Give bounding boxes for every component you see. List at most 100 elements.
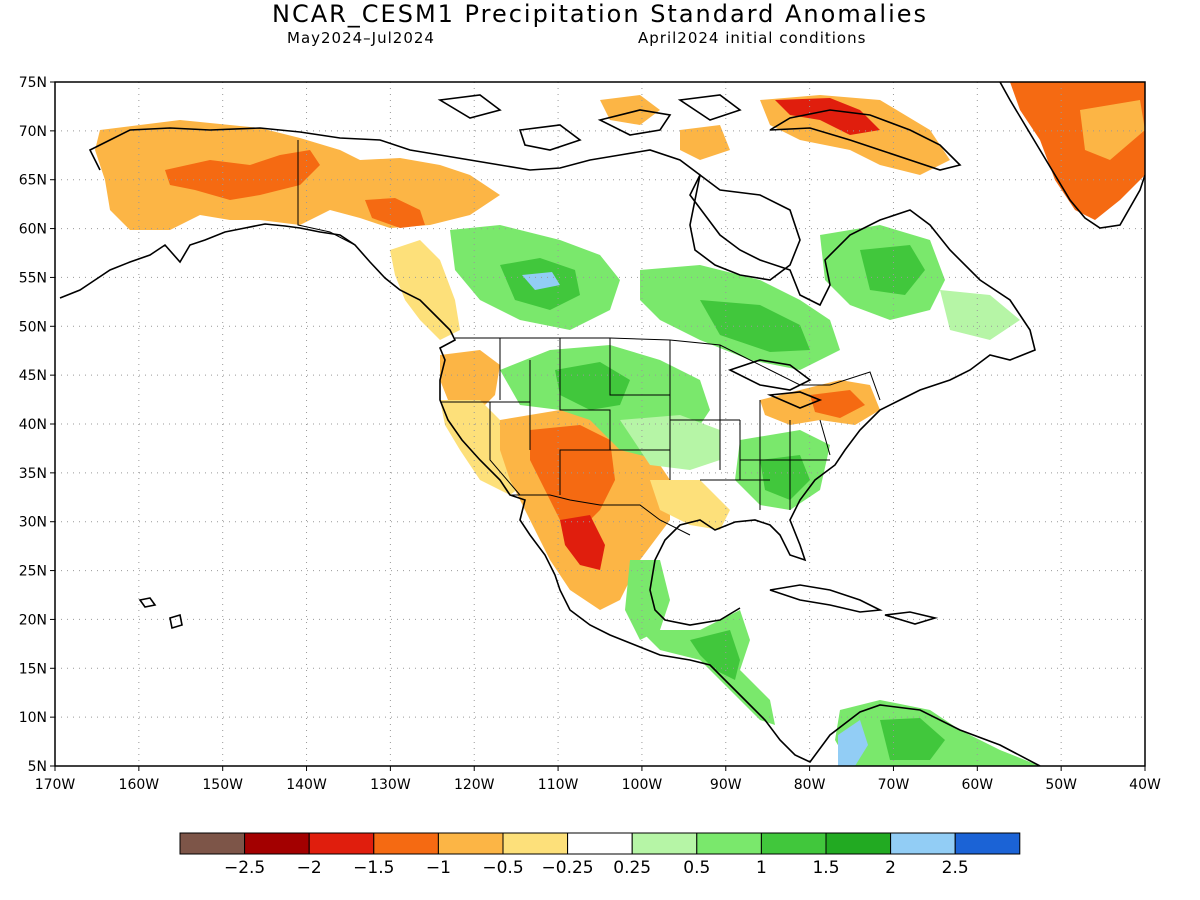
colorbar-label: 2 [885, 858, 896, 878]
colorbar-swatch [373, 832, 439, 855]
dry-region-yukon [365, 198, 425, 228]
page-title: NCAR_CESM1 Precipitation Standard Anomal… [271, 0, 929, 28]
coastline-greenland [999, 82, 1145, 229]
dry-region-pacific-nw [440, 350, 500, 410]
colorbar-swatch [890, 832, 956, 855]
dry-region-northeast-core [810, 390, 865, 418]
dry-region-canada-nw [390, 240, 460, 340]
wet-region-central-america-core [690, 630, 740, 680]
lon-label: 120W [454, 777, 495, 793]
lat-label: 40N [19, 417, 47, 433]
colorbar [179, 832, 1021, 855]
dry-region-texas [650, 480, 730, 530]
lon-label: 70W [878, 777, 910, 793]
lon-label: 170W [35, 777, 76, 793]
colorbar-label: −2.5 [224, 858, 265, 878]
border-alaska-canada [297, 140, 356, 246]
border-states [440, 338, 831, 510]
colorbar-swatch [437, 832, 504, 855]
colorbar-label: −1.5 [353, 858, 394, 878]
coastline-arctic-islands [437, 94, 742, 151]
lon-label: 60W [961, 777, 993, 793]
lat-label: 30N [19, 515, 47, 531]
colorbar-swatch [954, 832, 1021, 855]
lon-label: 80W [794, 777, 826, 793]
coastline-alaska [59, 223, 1041, 766]
colorbar-label: −2 [297, 858, 322, 878]
lon-label: 150W [202, 777, 243, 793]
dry-region-alaska-core [165, 150, 320, 200]
coastline-hudson-bay [689, 173, 801, 281]
colorbar-swatch [760, 832, 827, 855]
initial-conditions: April2024 initial conditions [638, 29, 867, 47]
lat-label: 5N [28, 759, 47, 775]
colorbar-labels: −2.5 −2 −1.5 −1 −0.5 −0.25 0.25 0.5 1 1.5 2 2.5 [224, 858, 969, 878]
longitude-labels: 170W 160W 150W 140W 130W 120W 110W 100W 90W 80W 70… [35, 766, 1161, 793]
dry-region-arctic [600, 95, 660, 125]
lon-label: 40W [1129, 777, 1161, 793]
lat-label: 15N [19, 661, 47, 677]
wet-region-colombia-peak [838, 720, 868, 766]
lat-label: 65N [19, 173, 47, 189]
lat-label: 20N [19, 612, 47, 628]
map-gridlines [55, 82, 1145, 766]
wet-region-mexico-east [625, 560, 670, 640]
coastline-hawaii [138, 597, 183, 630]
dry-region-baffin-core [775, 98, 880, 135]
lat-label: 35N [19, 466, 47, 482]
wet-region-south-america [835, 700, 1040, 766]
colorbar-swatch [308, 832, 375, 855]
political-borders [297, 140, 881, 536]
lat-label: 25N [19, 564, 47, 580]
wet-region-southeast-core [760, 455, 810, 500]
coastline-hispaniola [884, 611, 939, 625]
lon-label: 140W [286, 777, 327, 793]
border-us-mexico [510, 494, 691, 536]
colorbar-swatch [631, 832, 698, 855]
wet-region-quebec-core [860, 245, 925, 295]
forecast-period: May2024–Jul2024 [287, 29, 435, 47]
colorbar-swatch [244, 832, 310, 855]
dry-region-arctic-2 [680, 125, 730, 160]
colorbar-label: −0.5 [482, 858, 523, 878]
coastlines [59, 82, 1145, 766]
colorbar-label: −0.25 [542, 858, 594, 878]
colorbar-label: 0.5 [683, 858, 710, 878]
colorbar-label: 1 [756, 858, 767, 878]
lat-label: 75N [19, 75, 47, 91]
wet-region-labrador [940, 290, 1020, 340]
colorbar-swatch [567, 832, 633, 855]
colorbar-label: 1.5 [812, 858, 839, 878]
coastline-great-lakes [727, 359, 823, 409]
colorbar-label: 2.5 [942, 858, 969, 878]
colorbar-swatch [825, 832, 892, 855]
lon-label: 100W [622, 777, 663, 793]
colorbar-swatch [502, 832, 569, 855]
dry-region-greenland-2 [1080, 100, 1145, 160]
colorbar-swatch [696, 832, 762, 855]
lat-label: 55N [19, 270, 47, 286]
dry-region-mexico-core [560, 515, 605, 570]
border-us-canada [455, 337, 881, 401]
wet-region-ontario-core [700, 300, 810, 352]
latitude-labels: 75N 70N 65N 60N 55N 50N 45N 40N 35N 30N 25N 20N 15N 1… [19, 75, 55, 775]
colorbar-swatch [179, 832, 246, 855]
lat-label: 10N [19, 710, 47, 726]
lat-label: 60N [19, 222, 47, 238]
anomaly-field [95, 82, 1145, 766]
wet-region-great-plains-core [555, 362, 630, 410]
lon-label: 90W [710, 777, 742, 793]
coastline-cuba [769, 584, 883, 613]
lat-label: 50N [19, 319, 47, 335]
coastline-arctic [88, 127, 1036, 626]
lon-label: 110W [538, 777, 579, 793]
colorbar-label: 0.25 [613, 858, 651, 878]
lat-label: 45N [19, 368, 47, 384]
lon-label: 130W [370, 777, 411, 793]
wet-region-central-canada-peak [522, 272, 560, 290]
colorbar-label: −1 [426, 858, 451, 878]
lon-label: 50W [1045, 777, 1077, 793]
lon-label: 160W [119, 777, 160, 793]
wet-region-south-america-core [880, 718, 945, 760]
